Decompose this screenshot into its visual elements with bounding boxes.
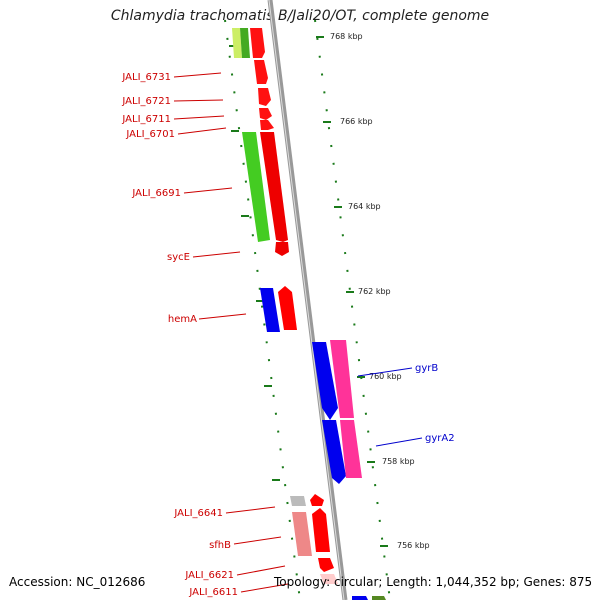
genome-title: Chlamydia trachomatis B/Jali20/OT, compl…	[110, 8, 490, 24]
gene-feature-gray[interactable]	[290, 496, 306, 506]
topology-text: Topology: circular; Length: 1,044,352 bp…	[274, 575, 593, 589]
gene-label-sfhb[interactable]: sfhB	[209, 540, 231, 551]
gene-label-jali-6701[interactable]: JALI_6701	[125, 129, 175, 140]
gene-feature-blue[interactable]	[322, 420, 346, 484]
gene-feature-red[interactable]	[250, 28, 265, 58]
gene-feature-green[interactable]	[372, 596, 386, 600]
right-dotted-guide	[314, 19, 391, 600]
kbp-label-756: 756 kbp	[397, 541, 430, 550]
gene-label-syce[interactable]: sycE	[167, 252, 190, 263]
kbp-label-762: 762 kbp	[358, 287, 391, 296]
gene-feature-magenta[interactable]	[340, 420, 362, 478]
accession-text: Accession: NC_012686	[9, 575, 146, 589]
gene-feature-red[interactable]	[278, 286, 297, 330]
gene-feature-magenta[interactable]	[330, 340, 354, 418]
gene-feature-green[interactable]	[242, 132, 270, 242]
label-connectors-left	[173, 72, 289, 593]
gene-label-jali-6721[interactable]: JALI_6721	[121, 96, 171, 107]
label-connectors-right	[357, 367, 423, 447]
genome-axis-highlight	[268, 0, 345, 600]
gene-feature-green[interactable]	[240, 28, 250, 58]
gene-feature-blue[interactable]	[260, 288, 280, 332]
gene-feature-red[interactable]	[259, 108, 272, 120]
gene-feature-red[interactable]	[260, 120, 274, 130]
gene-label-gyra2[interactable]: gyrA2	[425, 433, 455, 444]
gene-feature-green[interactable]	[232, 28, 242, 58]
gene-label-jali-6731[interactable]: JALI_6731	[121, 72, 171, 83]
kbp-label-760: 760 kbp	[369, 372, 402, 381]
kbp-label-768: 768 kbp	[330, 32, 363, 41]
left-dotted-guide	[224, 19, 301, 600]
gene-feature-pink[interactable]	[320, 574, 338, 584]
gene-feature-red[interactable]	[254, 60, 268, 84]
gene-label-jali-6641[interactable]: JALI_6641	[173, 508, 223, 519]
kbp-ticks	[229, 36, 388, 547]
genome-axis	[267, 0, 348, 600]
gene-label-gyrb[interactable]: gyrB	[415, 363, 438, 374]
kbp-label-764: 764 kbp	[348, 202, 381, 211]
gene-label-hema[interactable]: hemA	[168, 314, 197, 325]
gene-label-jali-6621[interactable]: JALI_6621	[184, 570, 234, 581]
gene-feature-blue[interactable]	[312, 342, 338, 420]
gene-label-jali-6691[interactable]: JALI_6691	[131, 188, 181, 199]
gene-feature-pink[interactable]	[292, 512, 312, 556]
gene-label-jali-6711[interactable]: JALI_6711	[121, 114, 171, 125]
gene-feature-red[interactable]	[260, 132, 288, 242]
kbp-label-758: 758 kbp	[382, 457, 415, 466]
gene-feature-red[interactable]	[310, 494, 324, 506]
gene-feature-red[interactable]	[258, 88, 271, 106]
gene-feature-red[interactable]	[275, 242, 289, 256]
kbp-label-766: 766 kbp	[340, 117, 373, 126]
gene-feature-red[interactable]	[318, 558, 334, 572]
gene-feature-blue[interactable]	[352, 596, 368, 600]
gene-label-jali-6611[interactable]: JALI_6611	[188, 587, 238, 598]
gene-feature-red[interactable]	[312, 508, 330, 552]
